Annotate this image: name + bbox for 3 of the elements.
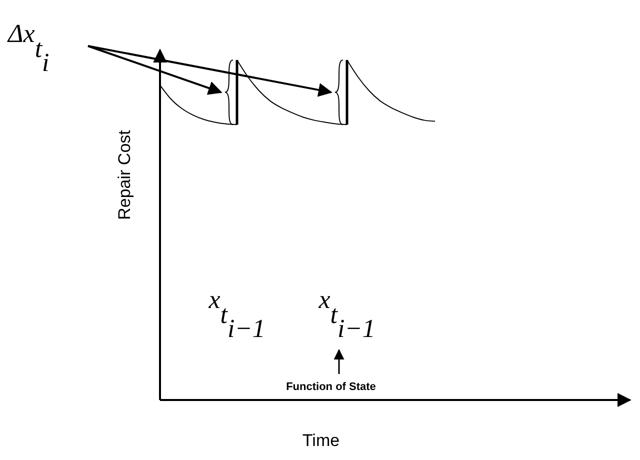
y-axis-title: Repair Cost [115,130,134,220]
annotation: Function of State [286,381,376,393]
x-axis-title: Time [302,431,340,450]
